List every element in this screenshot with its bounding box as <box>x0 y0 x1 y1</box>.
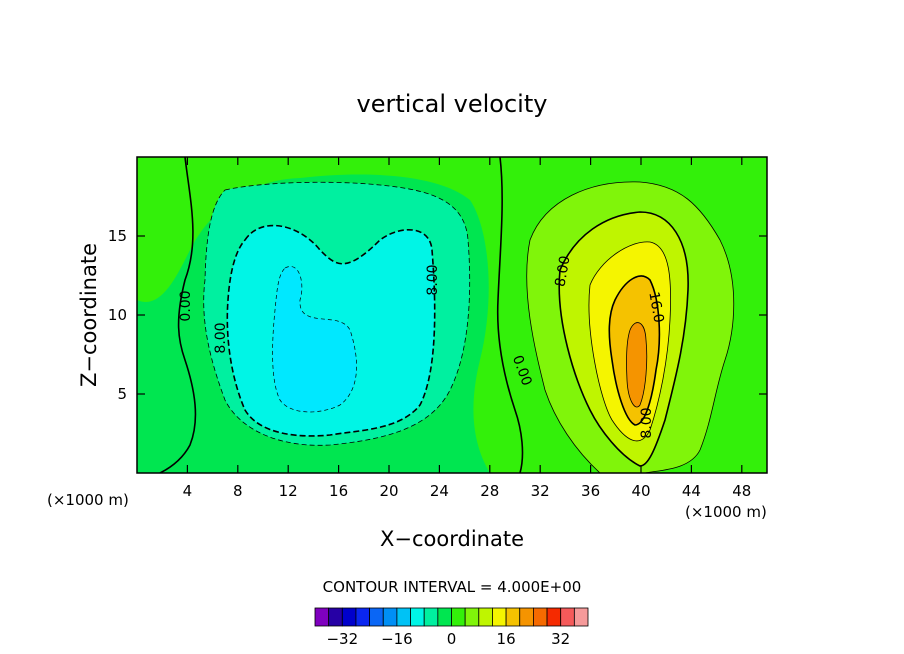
contour-label: 0.00 <box>178 290 194 321</box>
x-tick-label: 40 <box>631 482 650 500</box>
colorbar-swatch <box>573 607 589 627</box>
field-band-pos20 <box>626 322 648 408</box>
x-tick-label: 36 <box>581 482 600 500</box>
field-band-neg12 <box>272 266 357 413</box>
x-tick-label: 32 <box>531 482 550 500</box>
zero-contour-left <box>159 157 197 473</box>
colorbar-swatch <box>423 607 439 627</box>
colorbar-swatch <box>560 607 575 627</box>
contour-label: 8.00 <box>425 264 441 295</box>
colorbar-swatch <box>546 607 562 627</box>
colorbar-tick-label: −32 <box>326 630 358 648</box>
zero-contour-middle <box>496 157 524 473</box>
colorbar-swatch <box>410 607 425 627</box>
contour-label: 8.00 <box>213 322 229 353</box>
y-axis: 5 10 15 <box>108 227 767 403</box>
colorbar-swatch <box>451 607 466 627</box>
colorbar-swatch <box>533 607 548 627</box>
x-tick-label: 44 <box>682 482 701 500</box>
x-unit-left: (×1000 m) <box>47 491 129 509</box>
x-axis-label: X−coordinate <box>380 527 524 551</box>
colorbar-tick-label: −16 <box>381 630 413 648</box>
colorbar-swatch <box>492 607 507 627</box>
colorbar-swatch <box>355 607 371 627</box>
colorbar-swatch <box>314 607 330 627</box>
colorbar-swatch <box>505 607 521 627</box>
colorbar-swatch <box>369 607 384 627</box>
colorbar-tick-label: 32 <box>551 630 570 648</box>
colorbar-swatch <box>437 607 452 627</box>
colorbar-swatch <box>341 607 357 627</box>
colorbar-tick-label: 16 <box>497 630 516 648</box>
x-tick-label: 8 <box>233 482 243 500</box>
colorbar-swatch <box>328 607 343 627</box>
x-axis: 4 8 12 16 20 24 28 32 36 40 44 48 <box>183 157 751 500</box>
colorbar-swatch <box>464 607 480 627</box>
colorbar-tick-label: 0 <box>447 630 457 648</box>
contour-interval-text: CONTOUR INTERVAL = 4.000E+00 <box>323 578 582 596</box>
x-tick-label: 16 <box>329 482 348 500</box>
y-tick-label: 5 <box>117 385 127 403</box>
colorbar-swatch <box>519 607 534 627</box>
contour-field <box>137 157 767 473</box>
y-tick-label: 10 <box>108 306 127 324</box>
x-tick-label: 24 <box>430 482 449 500</box>
x-tick-label: 12 <box>279 482 298 500</box>
colorbar-swatch <box>382 607 398 627</box>
x-tick-label: 28 <box>480 482 499 500</box>
x-tick-label: 48 <box>732 482 751 500</box>
y-axis-label: Z−coordinate <box>77 243 101 387</box>
x-tick-label: 4 <box>183 482 193 500</box>
colorbar: −32 −16 0 16 32 <box>314 607 589 648</box>
contour-label: 8.00 <box>552 255 573 288</box>
y-tick-label: 15 <box>108 227 127 245</box>
x-tick-label: 20 <box>379 482 398 500</box>
contour-label: 16.0 <box>645 291 666 324</box>
colorbar-swatch <box>478 607 493 627</box>
colorbar-swatch <box>396 607 411 627</box>
contour-label: 8.00 <box>639 407 655 438</box>
x-unit-right: (×1000 m) <box>685 503 767 521</box>
chart-title: vertical velocity <box>357 90 548 118</box>
